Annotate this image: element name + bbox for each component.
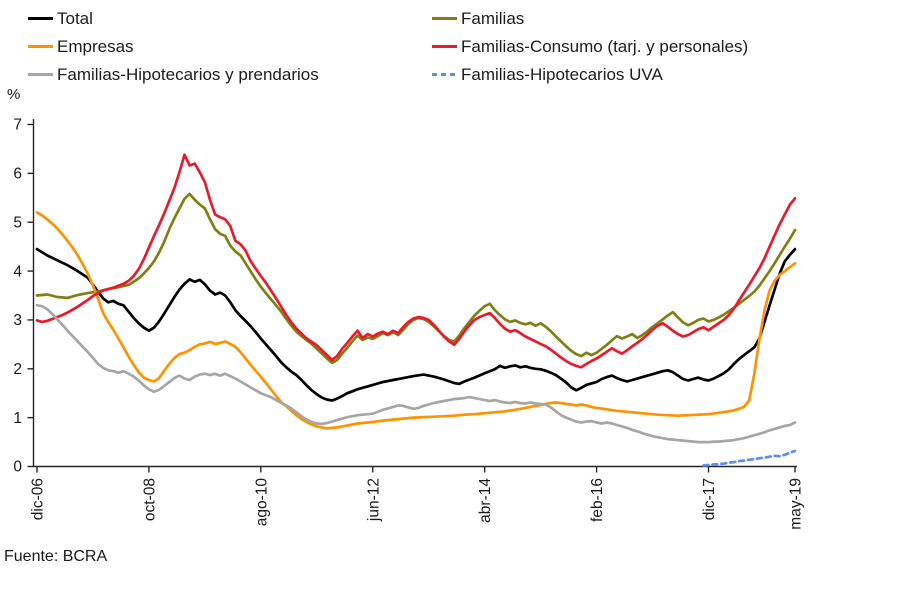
legend-item-empresas: Empresas: [28, 35, 134, 57]
legend-swatch-familias-hipotecarios-y-prendarios: [28, 72, 53, 76]
legend-item-familias-hipotecarios-y-prendarios: Familias-Hipotecarios y prendarios: [28, 63, 319, 85]
x-tick-label: jun-12: [365, 478, 382, 522]
source-note: Fuente: BCRA: [4, 548, 108, 565]
legend-item-familias-hipotecarios-uva: Familias-Hipotecarios UVA: [432, 63, 663, 85]
x-tick-label: dic-17: [701, 478, 718, 520]
y-axis-tick-labels: 0 1 2 3 4 5 6 7: [13, 117, 22, 476]
legend-label-empresas: Empresas: [57, 36, 134, 56]
series-line-familias-consumo-tarj-y-personales: [35, 153, 797, 369]
axes: [27, 119, 797, 473]
x-tick-label: may-19: [787, 478, 804, 530]
y-tick-label: 6: [13, 166, 22, 183]
x-tick-label: feb-16: [589, 478, 606, 522]
series-line-total: [35, 247, 797, 402]
legend-swatch-total: [28, 16, 53, 20]
y-tick-label: 4: [13, 263, 22, 280]
legend-swatch-familias: [432, 16, 457, 20]
y-tick-label: 3: [13, 312, 22, 329]
legend-label-familias-hipotecarios-y-prendarios: Familias-Hipotecarios y prendarios: [57, 64, 319, 84]
y-tick-label: 2: [13, 361, 22, 378]
legend-label-total: Total: [57, 8, 93, 28]
series-line-empresas: [35, 211, 797, 430]
legend-swatch-familias-consumo: [432, 44, 457, 48]
series-line-familias: [35, 192, 797, 365]
legend-swatch-familias-hipotecarios-uva: [432, 72, 457, 76]
y-tick-label: 7: [13, 117, 22, 134]
x-tick-label: abr-14: [477, 478, 494, 523]
legend-item-familias: Familias: [432, 7, 524, 29]
series-lines: [35, 153, 797, 467]
legend-item-total: Total: [28, 7, 93, 29]
legend-swatch-empresas: [28, 44, 53, 48]
x-tick-label: dic-06: [30, 478, 47, 520]
series-line-familias-hipotecarios-y-prendarios: [35, 303, 797, 444]
legend-label-familias-hipotecarios-uva: Familias-Hipotecarios UVA: [461, 64, 663, 84]
y-tick-label: 1: [13, 410, 22, 427]
series-line-familias-hipotecarios-uva: [702, 449, 797, 467]
x-tick-label: ago-10: [253, 478, 270, 527]
y-tick-label: 0: [13, 459, 22, 476]
legend-item-familias-consumo: Familias-Consumo (tarj. y personales): [432, 35, 748, 57]
x-axis-tick-labels: dic-06 oct-08 ago-10 jun-12 abr-14 feb-16 dic-…: [30, 478, 805, 530]
y-tick-label: 5: [13, 214, 22, 231]
legend-label-familias: Familias: [461, 8, 525, 28]
y-axis-unit-label: %: [7, 86, 21, 103]
x-tick-label: oct-08: [141, 478, 158, 521]
legend-label-familias-consumo: Familias-Consumo (tarj. y personales): [461, 36, 749, 56]
